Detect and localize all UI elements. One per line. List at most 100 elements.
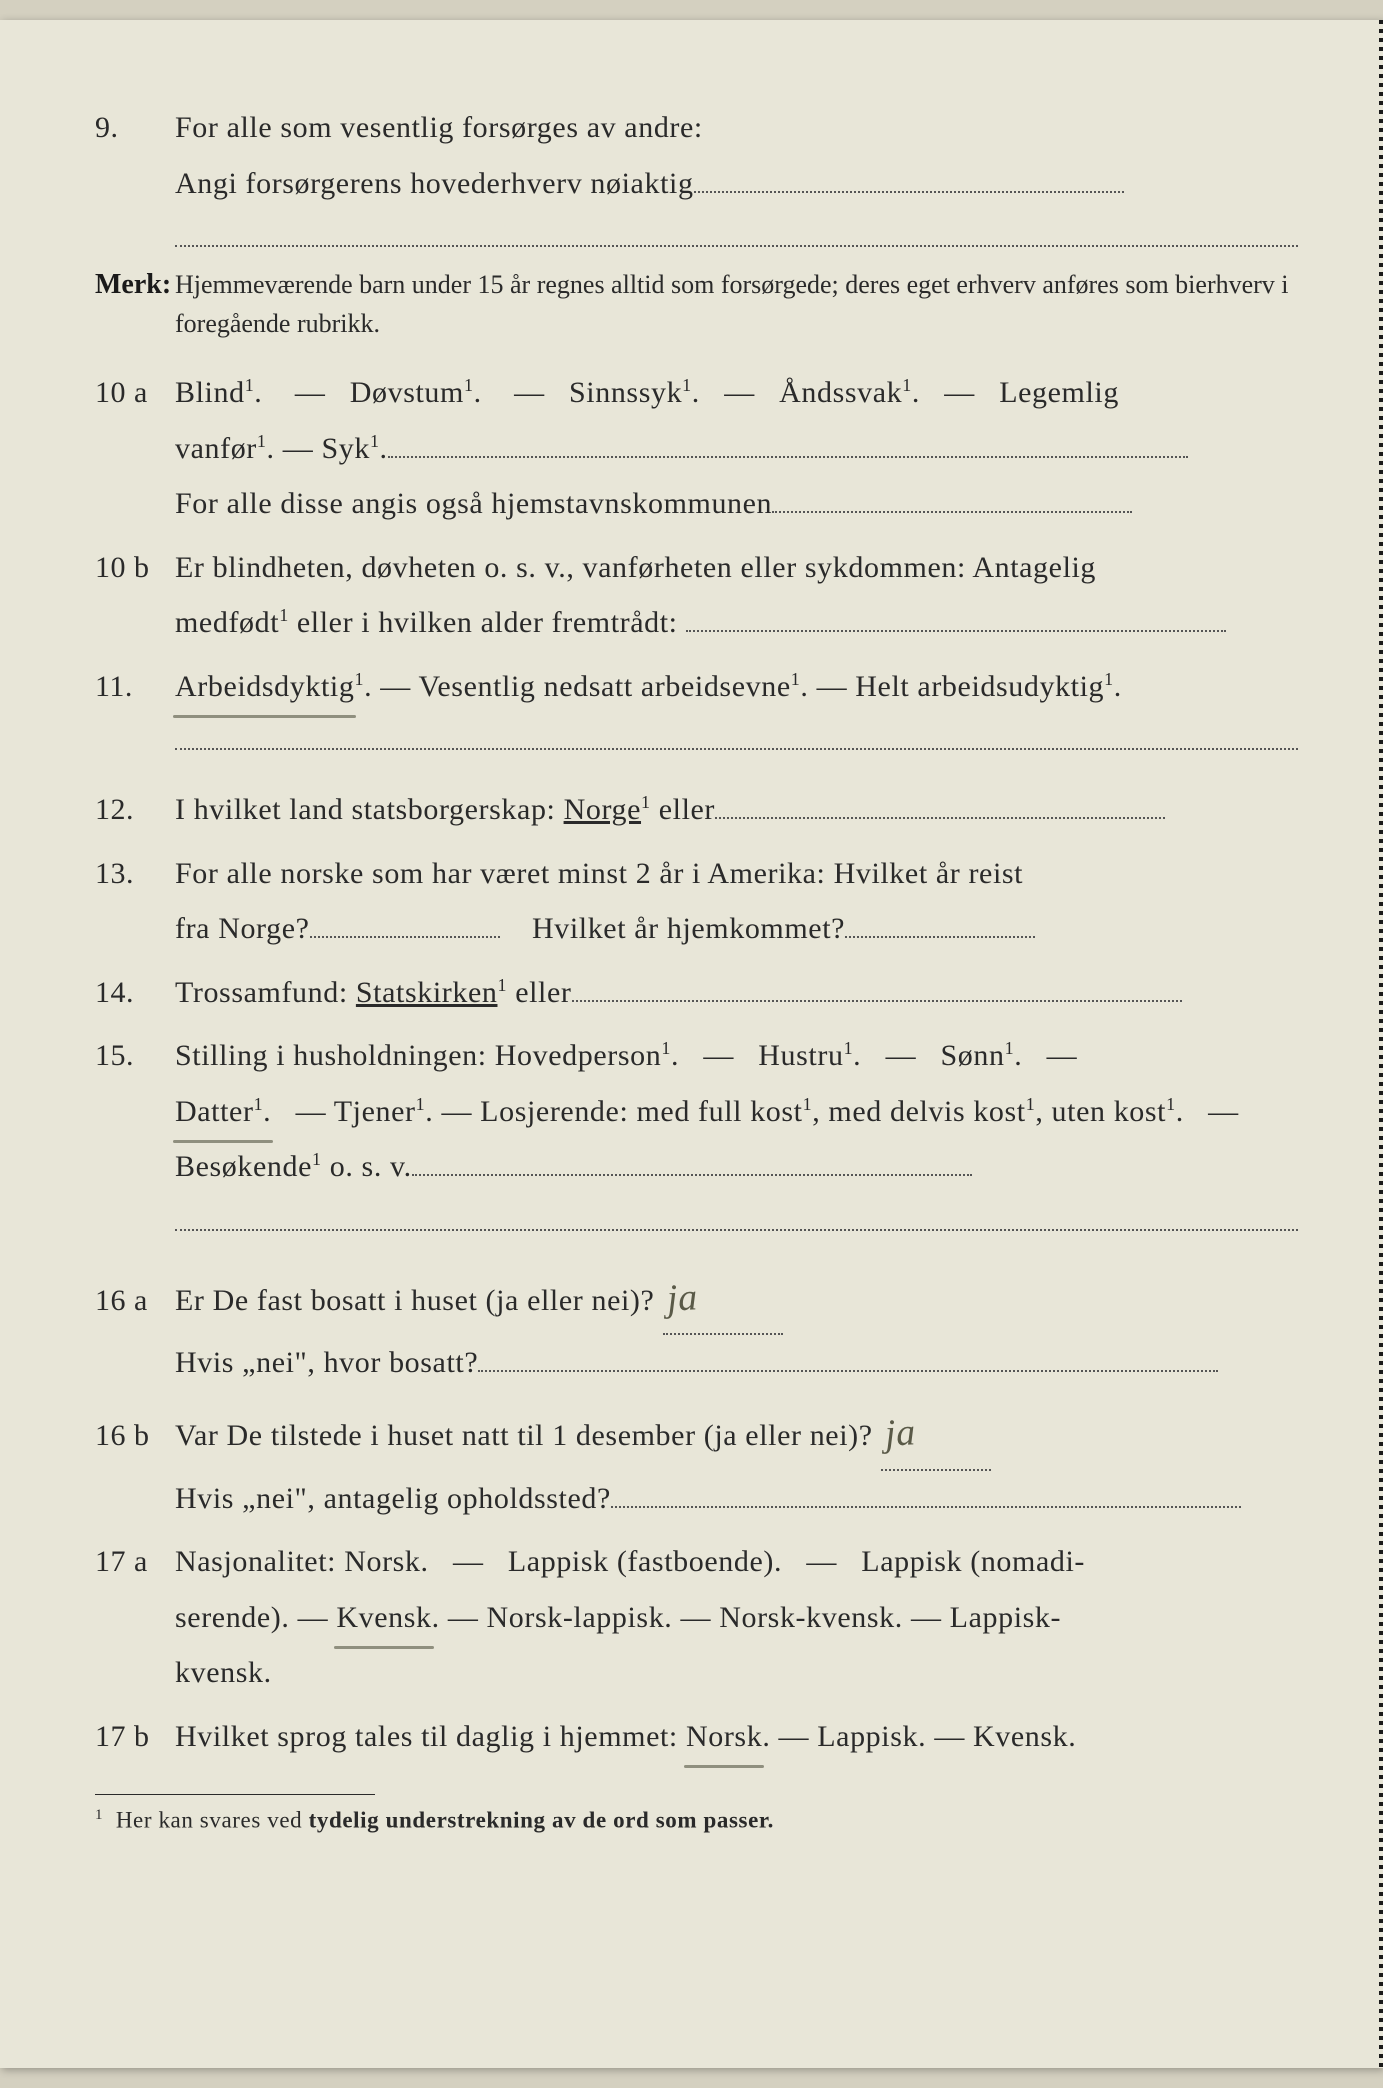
q17b-opt-2: Kvensk bbox=[973, 1720, 1068, 1753]
q11-opt-2: Helt arbeidsudyktig bbox=[855, 670, 1104, 703]
q14-prefix: Trossamfund: bbox=[175, 976, 356, 1009]
question-17a: 17 a Nasjonalitet: Norsk. — Lappisk (fas… bbox=[95, 1534, 1298, 1701]
q16b-answer-blank[interactable]: ja bbox=[881, 1398, 991, 1470]
q15-number: 15. bbox=[95, 1039, 175, 1073]
q16a-answer-blank[interactable]: ja bbox=[663, 1263, 783, 1335]
q10a-blank2[interactable] bbox=[772, 511, 1132, 513]
q16b-number: 16 b bbox=[95, 1419, 175, 1453]
q15-besok: Besøkende bbox=[175, 1150, 312, 1183]
question-10b: 10 b Er blindheten, døvheten o. s. v., v… bbox=[95, 540, 1298, 651]
q13-text: For alle norske som har været minst 2 år… bbox=[175, 857, 1023, 890]
note-merk: Merk: Hjemmeværende barn under 15 år reg… bbox=[95, 265, 1298, 343]
q17a-opt-2a: Lappisk (nomadi- bbox=[861, 1545, 1085, 1578]
footnote-text-b: tydelig understrekning av de ord som pas… bbox=[309, 1808, 774, 1833]
q14-number: 14. bbox=[95, 976, 175, 1010]
q17a-opt-3-underlined: Kvensk bbox=[336, 1590, 431, 1646]
q10b-number: 10 b bbox=[95, 551, 175, 585]
q10a-opt-5: Syk bbox=[321, 432, 370, 465]
q10a-opt-4a: Legemlig bbox=[999, 376, 1119, 409]
merk-text: Hjemmeværende barn under 15 år regnes al… bbox=[175, 265, 1298, 343]
q17a-opt-0: Norsk bbox=[344, 1545, 420, 1578]
q13-line2a: fra Norge? bbox=[175, 912, 310, 945]
q13-blank1[interactable] bbox=[310, 936, 500, 938]
q15-opt-3-underlined: Datter1. bbox=[175, 1084, 271, 1140]
q12-content: I hvilket land statsborgerskap: Norge1 e… bbox=[175, 782, 1298, 838]
q9-number: 9. bbox=[95, 111, 175, 145]
q10a-opt-4b: vanfør bbox=[175, 432, 257, 465]
footnote: 1 Her kan svares ved tydelig understrekn… bbox=[95, 1807, 1298, 1834]
q16b-text: Var De tilstede i huset natt til 1 desem… bbox=[175, 1419, 873, 1452]
q14-content: Trossamfund: Statskirken1 eller bbox=[175, 965, 1298, 1021]
q17a-opt-6b: kvensk. bbox=[175, 1656, 272, 1689]
q10a-number: 10 a bbox=[95, 376, 175, 410]
question-15: 15. Stilling i husholdningen: Hovedperso… bbox=[95, 1028, 1298, 1195]
question-11: 11. Arbeidsdyktig1. — Vesentlig nedsatt … bbox=[95, 659, 1298, 715]
q9-blank[interactable] bbox=[694, 191, 1124, 193]
q16b-content: Var De tilstede i huset natt til 1 desem… bbox=[175, 1398, 1298, 1526]
q17b-opt-1: Lappisk bbox=[817, 1720, 918, 1753]
q11-opt-0-underlined: Arbeidsdyktig bbox=[175, 659, 354, 715]
question-16b: 16 b Var De tilstede i huset natt til 1 … bbox=[95, 1398, 1298, 1526]
q17a-opt-2b: serende). bbox=[175, 1601, 290, 1634]
q17b-number: 17 b bbox=[95, 1720, 175, 1754]
q16a-content: Er De fast bosatt i huset (ja eller nei)… bbox=[175, 1263, 1298, 1391]
q17a-number: 17 a bbox=[95, 1545, 175, 1579]
q14-suffix: eller bbox=[515, 976, 571, 1009]
q10b-text1: Er blindheten, døvheten o. s. v., vanfør… bbox=[175, 551, 1096, 584]
q15-prefix: Stilling i husholdningen: bbox=[175, 1039, 495, 1072]
q11-blank-line[interactable] bbox=[175, 722, 1298, 750]
q15-blank-line[interactable] bbox=[175, 1203, 1298, 1231]
q16a-text: Er De fast bosatt i huset (ja eller nei)… bbox=[175, 1284, 654, 1317]
footnote-sup: 1 bbox=[95, 1807, 103, 1823]
q9-content: For alle som vesentlig forsørges av andr… bbox=[175, 100, 1298, 211]
census-form-page: 9. For alle som vesentlig forsørges av a… bbox=[0, 20, 1383, 2068]
q9-blank-line[interactable] bbox=[175, 219, 1298, 247]
question-9: 9. For alle som vesentlig forsørges av a… bbox=[95, 100, 1298, 211]
q13-number: 13. bbox=[95, 857, 175, 891]
merk-label: Merk: bbox=[95, 269, 175, 301]
q17a-opt-1: Lappisk (fastboende) bbox=[508, 1545, 774, 1578]
question-13: 13. For alle norske som har været minst … bbox=[95, 846, 1298, 957]
q10a-content: Blind1. — Døvstum1. — Sinnssyk1. — Åndss… bbox=[175, 365, 1298, 532]
q15-opt-1: Hustru bbox=[758, 1039, 843, 1072]
question-17b: 17 b Hvilket sprog tales til daglig i hj… bbox=[95, 1709, 1298, 1765]
q17b-content: Hvilket sprog tales til daglig i hjemmet… bbox=[175, 1709, 1298, 1765]
q10a-opt-1: Døvstum bbox=[350, 376, 464, 409]
q16a-blank2[interactable] bbox=[478, 1370, 1218, 1372]
q10b-text2a: medfødt bbox=[175, 606, 279, 639]
q15-opt-4: Tjener bbox=[334, 1095, 416, 1128]
q11-content: Arbeidsdyktig1. — Vesentlig nedsatt arbe… bbox=[175, 659, 1298, 715]
q10a-blank[interactable] bbox=[388, 456, 1188, 458]
question-10a: 10 a Blind1. — Døvstum1. — Sinnssyk1. — … bbox=[95, 365, 1298, 532]
q12-suffix: eller bbox=[659, 793, 715, 826]
q16b-answer: ja bbox=[883, 1398, 917, 1470]
q9-line1: For alle som vesentlig forsørges av andr… bbox=[175, 111, 703, 144]
q15-los-prefix: Losjerende: med full kost bbox=[480, 1095, 802, 1128]
q15-osv: o. s. v. bbox=[322, 1150, 412, 1183]
q16a-line2: Hvis „nei", hvor bosatt? bbox=[175, 1346, 478, 1379]
q14-blank[interactable] bbox=[572, 1000, 1182, 1002]
question-16a: 16 a Er De fast bosatt i huset (ja eller… bbox=[95, 1263, 1298, 1391]
q16b-blank2[interactable] bbox=[611, 1506, 1241, 1508]
q15-blank[interactable] bbox=[412, 1174, 972, 1176]
q10b-blank[interactable] bbox=[686, 630, 1226, 632]
q16a-number: 16 a bbox=[95, 1284, 175, 1318]
q10b-text2b: eller i hvilken alder fremtrådt: bbox=[289, 606, 678, 639]
q13-line2b: Hvilket år hjemkommet? bbox=[532, 912, 845, 945]
q10a-line2: For alle disse angis også hjemstavnskomm… bbox=[175, 487, 772, 520]
q10b-content: Er blindheten, døvheten o. s. v., vanfør… bbox=[175, 540, 1298, 651]
q17b-opt-0-underlined: Norsk bbox=[686, 1709, 762, 1765]
q10a-opt-3: Åndssvak bbox=[779, 376, 902, 409]
q12-blank[interactable] bbox=[715, 817, 1165, 819]
q17a-opt-4: Norsk-lappisk bbox=[487, 1601, 665, 1634]
q17a-opt-5: Norsk-kvensk bbox=[719, 1601, 895, 1634]
q16a-answer: ja bbox=[665, 1262, 699, 1334]
footnote-rule bbox=[95, 1794, 375, 1795]
q12-prefix: I hvilket land statsborgerskap: bbox=[175, 793, 564, 826]
q10a-opt-2: Sinnssyk bbox=[569, 376, 682, 409]
q13-content: For alle norske som har været minst 2 år… bbox=[175, 846, 1298, 957]
q11-opt-1: Vesentlig nedsatt arbeidsevne bbox=[418, 670, 790, 703]
q15-los-end: , uten kost bbox=[1035, 1095, 1166, 1128]
q13-blank2[interactable] bbox=[845, 936, 1035, 938]
footnote-text-a: Her kan svares ved bbox=[116, 1808, 309, 1833]
